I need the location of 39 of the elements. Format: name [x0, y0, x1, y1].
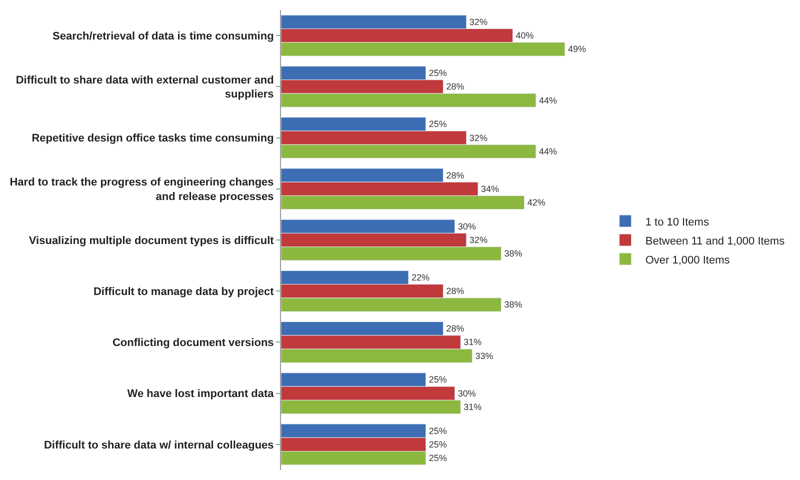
y-tick-label: Difficult to share data with external customer and suppliers — [16, 74, 274, 101]
y-tick-label: Visualizing multiple document types is difficult — [28, 234, 274, 247]
y-tick-label: Conflicting document versions — [112, 337, 274, 350]
data-label: 25% — [428, 453, 447, 464]
y-tick-label: Difficult to manage data by project — [93, 286, 274, 298]
data-label: 28% — [446, 286, 464, 296]
data-label: 42% — [527, 198, 546, 208]
data-label: 25% — [428, 374, 447, 385]
data-label: 30% — [458, 221, 476, 232]
data-label: 25% — [428, 68, 447, 78]
data-label: 32% — [469, 235, 488, 245]
data-label: 28% — [446, 82, 464, 92]
y-tick-label: We have lost important data — [127, 388, 275, 400]
data-label: 30% — [458, 388, 476, 398]
data-label: 25% — [428, 426, 447, 436]
y-tick-label: Search/retrieval of data is time consuming — [52, 30, 274, 42]
data-label: 28% — [446, 170, 464, 180]
data-label: 33% — [475, 350, 494, 361]
data-label: 31% — [464, 337, 482, 348]
data-label: 38% — [504, 248, 522, 259]
data-label: 38% — [504, 300, 522, 310]
data-label: 44% — [538, 95, 557, 106]
data-label: 32% — [469, 16, 488, 27]
data-label: 40% — [516, 30, 534, 41]
y-tick-label: Hard to track the progress of engineering changes and release processes — [10, 176, 274, 203]
y-tick-label: Difficult to share data w/ internal colleagues — [44, 439, 274, 452]
data-label: 32% — [469, 132, 488, 143]
y-tick-label: Repetitive design office tasks time consuming — [32, 132, 274, 145]
data-label: 25% — [428, 439, 447, 450]
legend-label: 1 to 10 Items — [645, 216, 710, 228]
data-label: 28% — [446, 324, 464, 334]
data-label: 34% — [481, 184, 500, 194]
legend-label: Between 11 and 1,000 Items — [645, 235, 786, 248]
data-label: 22% — [411, 272, 430, 282]
data-label: 25% — [428, 119, 447, 130]
data-label: 44% — [538, 146, 557, 156]
data-label: 49% — [568, 44, 586, 54]
legend-label: Over 1,000 Items — [645, 254, 730, 266]
data-label: 31% — [464, 402, 482, 412]
